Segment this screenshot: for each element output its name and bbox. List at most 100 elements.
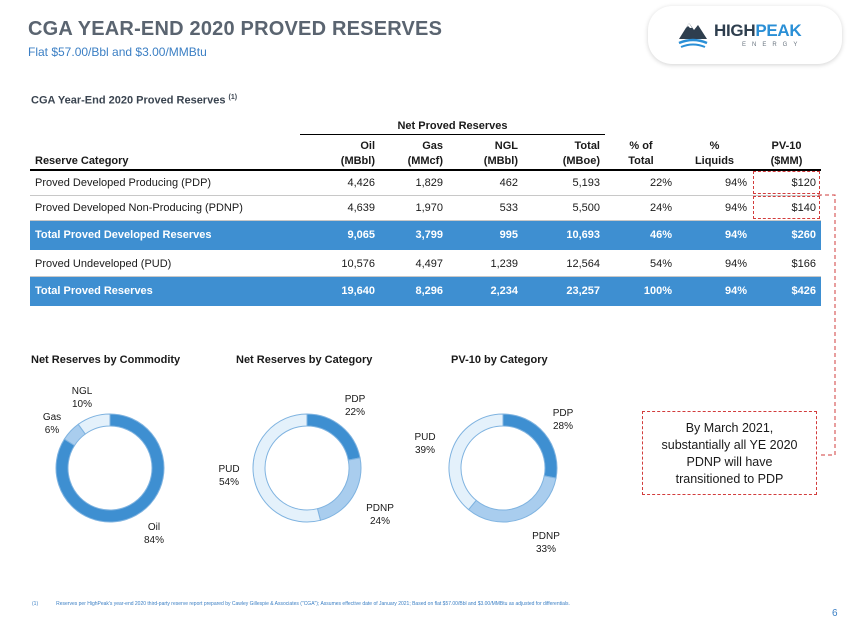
page-title: CGA YEAR-END 2020 PROVED RESERVES xyxy=(28,18,443,40)
donut-pv10: PDP 28% PDNP 33% PUD 39% xyxy=(414,408,573,555)
header-ngl: NGL (MBbl) xyxy=(448,134,523,171)
table-row-pdnp: Proved Developed Non-Producing (PDNP) 4,… xyxy=(30,195,821,221)
table-cell: 4,426 xyxy=(300,170,380,196)
table-cell: 100% xyxy=(605,276,677,309)
slice-label-value: 28% xyxy=(553,421,573,432)
table-cell: $260 xyxy=(752,220,821,253)
footnote-mark: (1) xyxy=(32,601,39,607)
table-cell: 5,500 xyxy=(523,195,605,221)
slice-label-value: 84% xyxy=(144,535,164,546)
group-header: Net Proved Reserves xyxy=(300,118,605,135)
header-gas: Gas (MMcf) xyxy=(380,134,448,171)
table-cell: 94% xyxy=(677,195,752,221)
slice-label-value: 24% xyxy=(370,516,390,527)
table-row-total-developed: Total Proved Developed Reserves 9,065 3,… xyxy=(30,220,821,253)
logo-energy: ENERGY xyxy=(742,42,804,48)
donut-slice-pud xyxy=(252,413,322,523)
table-cell: Proved Developed Producing (PDP) xyxy=(30,170,300,196)
table-cell: 94% xyxy=(677,276,752,309)
table-cell: Total Proved Reserves xyxy=(30,276,300,309)
slice-label-name: PDNP xyxy=(532,531,560,542)
callout-line: substantially all YE 2020 xyxy=(661,438,798,452)
section-footnote-mark: (1) xyxy=(228,94,238,101)
table-cell: 1,970 xyxy=(380,195,448,221)
slice-label-name: NGL xyxy=(72,386,93,397)
table-cell: 24% xyxy=(605,195,677,221)
table-cell: 10,576 xyxy=(300,251,380,277)
header-pct-total: % of Total xyxy=(605,134,677,171)
table-cell: 94% xyxy=(677,251,752,277)
table-cell: 9,065 xyxy=(300,220,380,253)
table-cell: 10,693 xyxy=(523,220,605,253)
table-cell: 23,257 xyxy=(523,276,605,309)
page-subtitle: Flat $57.00/Bbl and $3.00/MMBtu xyxy=(28,45,207,59)
header-pv10: PV-10 ($MM) xyxy=(752,134,821,171)
slice-label-name: Gas xyxy=(43,412,61,423)
callout-line: By March 2021, xyxy=(685,421,774,435)
callout-box: By March 2021, substantially all YE 2020… xyxy=(642,411,817,495)
header-category: Reserve Category xyxy=(30,134,300,171)
slice-label-value: 10% xyxy=(72,399,92,410)
header-total: Total (MBoe) xyxy=(523,134,605,171)
table-cell: Proved Developed Non-Producing (PDNP) xyxy=(30,195,300,221)
table-row-pdp: Proved Developed Producing (PDP) 4,426 1… xyxy=(30,170,821,196)
slice-label-value: 33% xyxy=(536,544,556,555)
table-cell: 46% xyxy=(605,220,677,253)
footnote-text: Reserves per HighPeak's year-end 2020 th… xyxy=(56,601,570,607)
section-title-text: CGA Year-End 2020 Proved Reserves xyxy=(31,94,226,107)
donut-slice-pud xyxy=(448,413,504,511)
logo-high: HIGH xyxy=(714,21,756,40)
table-cell: 54% xyxy=(605,251,677,277)
reserves-table: Net Proved Reserves Reserve Category Oil… xyxy=(30,118,821,309)
donut-commodity: Oil 84% Gas 6% NGL 10% xyxy=(43,386,165,546)
mountain-icon xyxy=(678,23,708,48)
table-cell: 8,296 xyxy=(380,276,448,309)
slice-label-name: PDP xyxy=(345,394,366,405)
table-cell: 3,799 xyxy=(380,220,448,253)
donut-slice-ngl xyxy=(77,413,111,435)
pv10-highlight-cell: $140 xyxy=(752,195,821,221)
table-cell: Proved Undeveloped (PUD) xyxy=(30,251,300,277)
slice-label-value: 22% xyxy=(345,407,365,418)
slice-label-value: 39% xyxy=(415,445,435,456)
table-cell: 19,640 xyxy=(300,276,380,309)
donut-category: PDP 22% PDNP 24% PUD 54% xyxy=(218,394,394,527)
table-group-header-row: Net Proved Reserves xyxy=(30,118,821,135)
table-cell: 1,829 xyxy=(380,170,448,196)
chart-title-category: Net Reserves by Category xyxy=(236,354,373,366)
page-number: 6 xyxy=(832,608,838,619)
table-cell: $166 xyxy=(752,251,821,277)
table-row-total-proved: Total Proved Reserves 19,640 8,296 2,234… xyxy=(30,276,821,309)
table-cell: 5,193 xyxy=(523,170,605,196)
logo-wordmark: HIGHPEAK xyxy=(714,21,802,41)
table-cell: 22% xyxy=(605,170,677,196)
callout-line: PDNP will have xyxy=(686,455,773,469)
pv10-highlight-cell: $120 xyxy=(752,170,821,196)
footnote: (1) Reserves per HighPeak's year-end 2020… xyxy=(32,601,570,607)
table-cell: 94% xyxy=(677,170,752,196)
table-cell: 94% xyxy=(677,220,752,253)
table-cell: 2,234 xyxy=(448,276,523,309)
table-cell: $426 xyxy=(752,276,821,309)
slice-label-name: PDP xyxy=(553,408,574,419)
table-row-pud: Proved Undeveloped (PUD) 10,576 4,497 1,… xyxy=(30,251,821,277)
slice-label-name: PDNP xyxy=(366,503,394,514)
section-title: CGA Year-End 2020 Proved Reserves (1) xyxy=(31,94,237,107)
table-cell: 4,639 xyxy=(300,195,380,221)
table-cell: 1,239 xyxy=(448,251,523,277)
slice-label-value: 54% xyxy=(219,477,239,488)
chart-title-commodity: Net Reserves by Commodity xyxy=(31,354,181,366)
slice-label-name: PUD xyxy=(218,464,239,475)
slice-label-value: 6% xyxy=(45,425,60,436)
slice-label-name: PUD xyxy=(414,432,435,443)
table-cell: Total Proved Developed Reserves xyxy=(30,220,300,253)
slice-label-name: Oil xyxy=(148,522,160,533)
table-cell: 462 xyxy=(448,170,523,196)
company-logo: HIGHPEAK ENERGY xyxy=(648,6,842,64)
table-header-row: Reserve Category Oil (MBbl) Gas (MMcf) NGL… xyxy=(30,134,821,171)
table-cell: 12,564 xyxy=(523,251,605,277)
table-cell: 995 xyxy=(448,220,523,253)
logo-peak: PEAK xyxy=(755,21,802,40)
